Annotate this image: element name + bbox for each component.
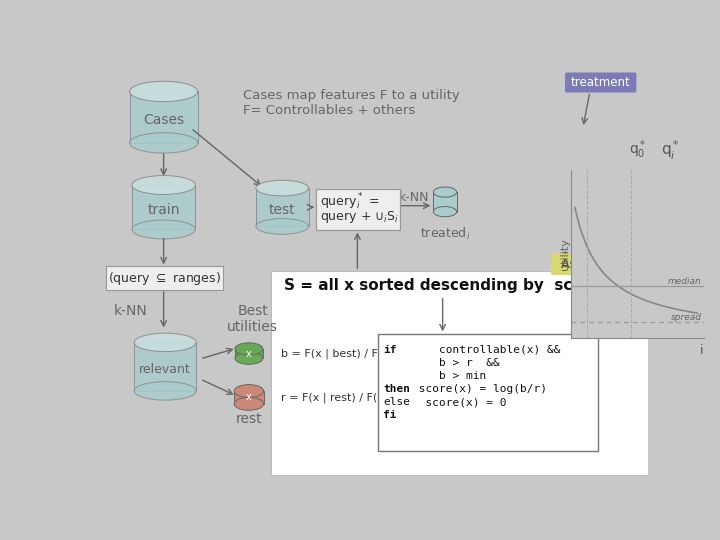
Text: test: test	[269, 204, 295, 217]
Text: Best
utilities: Best utilities	[228, 304, 278, 334]
FancyBboxPatch shape	[377, 334, 598, 451]
Text: q$_0^*$: q$_0^*$	[629, 139, 647, 161]
Text: fi: fi	[383, 410, 397, 420]
Text: k-NN: k-NN	[114, 304, 147, 318]
Text: To be: To be	[608, 258, 640, 271]
Ellipse shape	[130, 82, 198, 102]
Polygon shape	[235, 349, 263, 358]
Text: controllable(x) &&: controllable(x) &&	[412, 345, 560, 355]
Text: spread: spread	[670, 313, 701, 321]
Text: relevant: relevant	[139, 363, 191, 376]
Ellipse shape	[256, 180, 309, 196]
Ellipse shape	[433, 207, 456, 217]
Text: score(x) = log(b/r): score(x) = log(b/r)	[412, 384, 546, 394]
FancyBboxPatch shape	[316, 189, 400, 230]
Ellipse shape	[235, 343, 263, 355]
Ellipse shape	[132, 176, 195, 194]
Ellipse shape	[433, 187, 456, 197]
Ellipse shape	[134, 382, 196, 400]
Text: i: i	[700, 344, 703, 357]
Text: b > min: b > min	[412, 371, 486, 381]
Text: x: x	[246, 393, 252, 402]
Polygon shape	[130, 91, 198, 143]
Text: then: then	[383, 384, 410, 394]
FancyBboxPatch shape	[106, 266, 223, 290]
Y-axis label: utility: utility	[559, 238, 570, 270]
Text: S = all x sorted descending by  score: S = all x sorted descending by score	[284, 278, 601, 293]
Text: median: median	[667, 278, 701, 287]
Polygon shape	[134, 342, 196, 391]
Text: q$_i^*$: q$_i^*$	[662, 138, 680, 161]
Ellipse shape	[234, 397, 264, 410]
Text: r = F(x | rest) / F(rest): r = F(x | rest) / F(rest)	[282, 392, 403, 403]
Ellipse shape	[130, 133, 198, 153]
Polygon shape	[256, 188, 309, 226]
Text: b = F(x | best) / F(best): b = F(x | best) / F(best)	[282, 348, 411, 359]
Text: train: train	[148, 204, 180, 217]
Text: (query $\subseteq$ ranges): (query $\subseteq$ ranges)	[108, 271, 221, 287]
Polygon shape	[433, 192, 456, 212]
Text: rest: rest	[235, 412, 262, 426]
FancyBboxPatch shape	[565, 72, 636, 92]
Text: Cases map features F to a utility
F= Controllables + others: Cases map features F to a utility F= Con…	[243, 90, 460, 117]
Ellipse shape	[256, 219, 309, 234]
Text: treatment: treatment	[571, 76, 631, 89]
Text: if: if	[383, 345, 397, 355]
Text: x: x	[246, 348, 252, 359]
Text: Cases: Cases	[143, 113, 184, 127]
FancyBboxPatch shape	[602, 251, 646, 278]
FancyBboxPatch shape	[551, 253, 599, 275]
Polygon shape	[234, 391, 264, 404]
Text: score(x) = 0: score(x) = 0	[412, 397, 506, 407]
Text: else: else	[383, 397, 410, 407]
Ellipse shape	[134, 333, 196, 352]
Text: As is: As is	[561, 259, 590, 272]
FancyBboxPatch shape	[271, 271, 648, 475]
Text: b > r  &&: b > r &&	[412, 358, 500, 368]
Ellipse shape	[234, 384, 264, 397]
Text: query + $\cup_i$S$_i$: query + $\cup_i$S$_i$	[320, 210, 399, 225]
Text: treated$_i$: treated$_i$	[420, 226, 470, 242]
Text: query$_i^*$ =: query$_i^*$ =	[320, 192, 379, 212]
Polygon shape	[132, 185, 195, 230]
Ellipse shape	[235, 352, 263, 365]
Text: k-NN: k-NN	[399, 191, 429, 204]
Ellipse shape	[132, 220, 195, 239]
